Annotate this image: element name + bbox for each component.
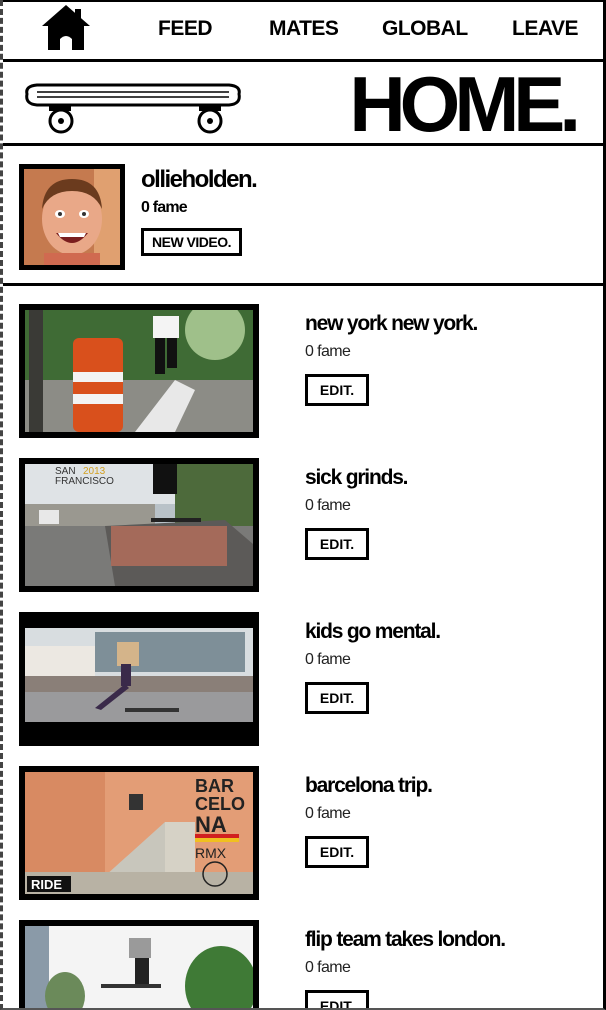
video-title: flip team takes london.: [305, 928, 506, 951]
edit-button[interactable]: EDIT.: [305, 682, 369, 714]
barcelona-logo-1: BAR: [195, 776, 234, 796]
edit-button[interactable]: EDIT.: [305, 990, 369, 1008]
video-title: sick grinds.: [305, 466, 409, 489]
barcelona-logo-2: CELO: [195, 794, 245, 814]
edit-button[interactable]: EDIT.: [305, 836, 369, 868]
video-title: kids go mental.: [305, 620, 441, 643]
video-item: kids go mental. 0 fame EDIT.: [3, 594, 603, 748]
avatar[interactable]: [19, 164, 125, 270]
edit-button[interactable]: EDIT.: [305, 374, 369, 406]
edit-button[interactable]: EDIT.: [305, 528, 369, 560]
video-fame: 0 fame: [305, 497, 351, 514]
video-title: new york new york.: [305, 312, 478, 335]
nav-global[interactable]: GLOBAL: [382, 17, 468, 40]
video-item: BAR CELO NA RMX RIDE barcelona trip. 0 f…: [3, 748, 603, 902]
video-item: SAN 2013 FRANCISCO sick grinds. 0 fame E…: [3, 440, 603, 594]
video-item: flip team takes london. 0 fame EDIT.: [3, 902, 603, 1008]
top-nav: FEED MATES GLOBAL LEAVE: [3, 0, 603, 62]
video-item: new york new york. 0 fame EDIT.: [3, 286, 603, 440]
skateboard-icon: [23, 80, 245, 138]
video-fame: 0 fame: [305, 651, 351, 668]
sf-year: 2013: [83, 466, 106, 477]
video-fame: 0 fame: [305, 805, 351, 822]
profile-fame: 0 fame: [141, 199, 188, 216]
video-thumbnail[interactable]: [19, 304, 259, 438]
sf-text-2: FRANCISCO: [55, 476, 114, 487]
video-list: new york new york. 0 fame EDIT. SAN: [3, 286, 603, 1008]
video-thumbnail[interactable]: SAN 2013 FRANCISCO: [19, 458, 259, 592]
video-fame: 0 fame: [305, 959, 351, 976]
video-thumbnail[interactable]: BAR CELO NA RMX RIDE: [19, 766, 259, 900]
video-thumbnail[interactable]: [19, 920, 259, 1008]
new-video-button[interactable]: NEW VIDEO.: [141, 228, 243, 256]
nav-mates[interactable]: MATES: [269, 17, 339, 40]
video-thumbnail[interactable]: [19, 612, 259, 746]
nav-feed[interactable]: FEED: [158, 17, 213, 40]
barcelona-logo-4: RMX: [195, 845, 227, 861]
video-fame: 0 fame: [305, 343, 351, 360]
home-icon[interactable]: [40, 2, 92, 54]
nav-leave[interactable]: LEAVE: [512, 17, 578, 40]
sf-text-1: SAN: [55, 466, 76, 477]
profile-card: ollieholden. 0 fame NEW VIDEO.: [3, 146, 603, 286]
username: ollieholden.: [141, 166, 258, 193]
page-title: HOME.: [349, 60, 581, 148]
ride-logo: RIDE: [31, 877, 62, 892]
video-title: barcelona trip.: [305, 774, 433, 797]
barcelona-logo-3: NA: [195, 812, 227, 837]
page-header: HOME.: [3, 62, 603, 146]
